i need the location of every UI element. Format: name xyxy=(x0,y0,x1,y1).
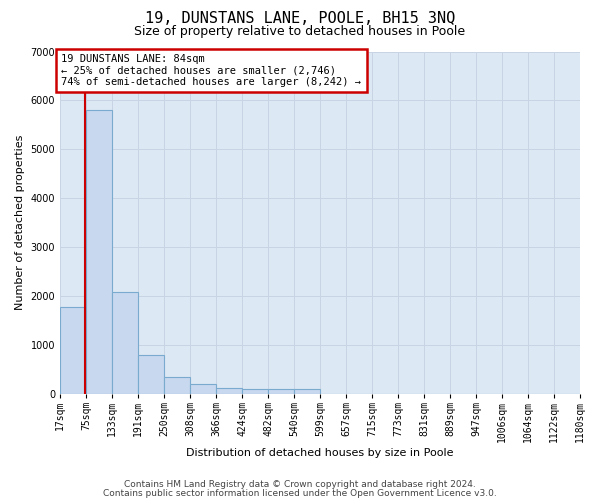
X-axis label: Distribution of detached houses by size in Poole: Distribution of detached houses by size … xyxy=(186,448,454,458)
Bar xyxy=(60,307,86,394)
Bar xyxy=(138,354,164,394)
Y-axis label: Number of detached properties: Number of detached properties xyxy=(15,135,25,310)
Text: Contains HM Land Registry data © Crown copyright and database right 2024.: Contains HM Land Registry data © Crown c… xyxy=(124,480,476,489)
Text: Contains public sector information licensed under the Open Government Licence v3: Contains public sector information licen… xyxy=(103,488,497,498)
Bar xyxy=(216,388,242,394)
Bar xyxy=(164,377,190,394)
Text: Size of property relative to detached houses in Poole: Size of property relative to detached ho… xyxy=(134,25,466,38)
Text: 19, DUNSTANS LANE, POOLE, BH15 3NQ: 19, DUNSTANS LANE, POOLE, BH15 3NQ xyxy=(145,11,455,26)
Bar xyxy=(112,292,138,394)
Text: 19 DUNSTANS LANE: 84sqm
← 25% of detached houses are smaller (2,746)
74% of semi: 19 DUNSTANS LANE: 84sqm ← 25% of detache… xyxy=(61,54,361,87)
Bar xyxy=(242,389,268,394)
Bar xyxy=(294,389,320,394)
Bar xyxy=(268,389,294,394)
Bar xyxy=(86,110,112,394)
Bar xyxy=(190,384,216,394)
